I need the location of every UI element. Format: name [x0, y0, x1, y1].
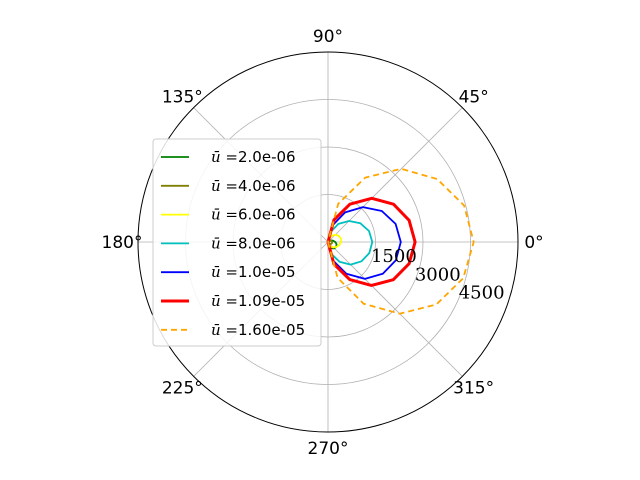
polar-frame — [137, 51, 519, 433]
theta-tick-label: 180° — [102, 233, 143, 253]
legend-entry: ū =2.0e-06 — [211, 148, 296, 166]
radial-tick-label: 3000 — [415, 264, 461, 285]
legend: ū =2.0e-06 ū =4.0e-06 ū =6.0e-06 ū =8.0e-06… — [152, 138, 322, 347]
radial-tick-label: 4500 — [459, 283, 505, 304]
legend-entry: ū =6.0e-06 — [211, 206, 296, 224]
legend-entry: ū =4.0e-06 — [211, 177, 296, 195]
legend-box — [152, 138, 322, 347]
theta-tick-label: 225° — [162, 379, 203, 399]
theta-tick-label: 0° — [524, 233, 543, 253]
legend-entry: ū =8.0e-06 — [211, 234, 296, 252]
angular-gridline-45 — [327, 107, 463, 243]
legend-entry: ū =1.0e-05 — [211, 263, 296, 281]
theta-tick-label: 135° — [162, 87, 203, 107]
legend-entry: ū =1.09e-05 — [211, 292, 305, 310]
theta-tick-label: 90° — [313, 27, 343, 47]
legend-entry: ū =1.60e-05 — [211, 321, 305, 339]
radial-tick-label: 1500 — [371, 246, 417, 267]
series-lines — [326, 167, 475, 315]
theta-tick-label: 315° — [453, 379, 494, 399]
series-line-8.0e-06 — [327, 220, 374, 266]
theta-tick-label: 270° — [308, 439, 349, 459]
theta-tick-label: 45° — [459, 87, 489, 107]
